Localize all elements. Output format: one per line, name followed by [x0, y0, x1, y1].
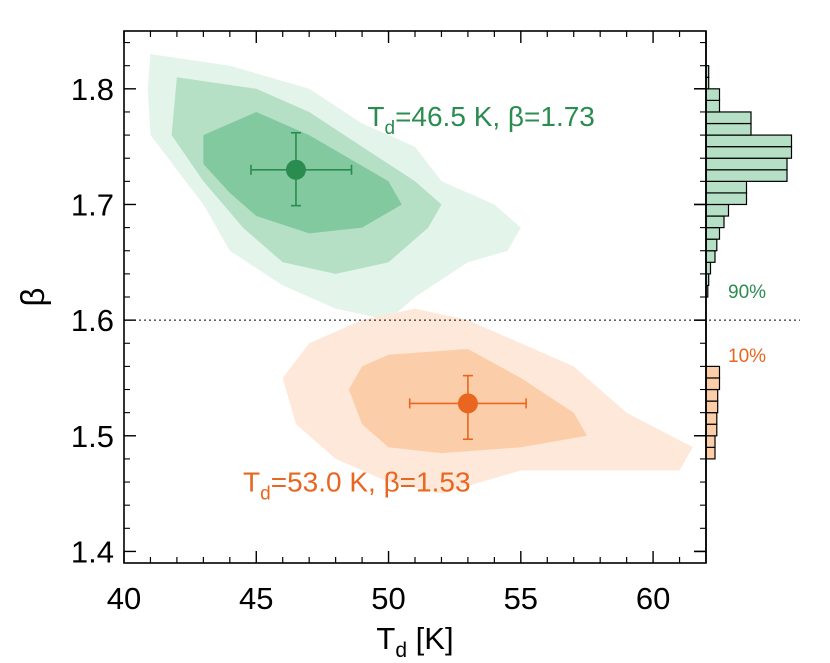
histogram-bar [705, 365, 721, 379]
series-label-1: Td=53.0 K, β=1.53 [243, 466, 471, 504]
marker-series-0 [250, 131, 353, 207]
x-axis-title: Td [K] [376, 621, 453, 662]
histogram-bar [705, 400, 719, 414]
y-tick-label: 1.4 [71, 534, 114, 569]
y-tick-label: 1.6 [71, 303, 114, 338]
x-title-main: T [376, 621, 395, 656]
histogram-bar [705, 203, 730, 217]
y-axis-title: β [14, 288, 51, 307]
histogram-bar [705, 169, 788, 182]
label-subscript: d [384, 118, 395, 139]
histogram-bar [705, 435, 716, 448]
histogram-bar [705, 238, 718, 252]
histogram-bar [705, 157, 788, 171]
histogram-bar [705, 227, 721, 240]
x-tick-label: 45 [239, 581, 273, 616]
histogram-bar [705, 423, 718, 437]
percent-label-0: 90% [728, 282, 766, 303]
data-point [457, 393, 478, 414]
histogram-bar [705, 412, 718, 425]
data-point [285, 159, 306, 180]
histogram-bar [705, 146, 793, 159]
x-tick-label: 40 [107, 581, 141, 616]
histogram-bar [705, 180, 748, 194]
label-main: T [243, 466, 260, 497]
series-label-0: Td=46.5 K, β=1.73 [367, 101, 595, 139]
y-tick-label: 1.8 [71, 72, 114, 107]
histogram-bar [705, 122, 752, 136]
histogram-bar [705, 99, 721, 113]
x-title-rest: [K] [407, 621, 454, 656]
histogram-series-0 [705, 65, 793, 298]
y-tick-label: 1.7 [71, 187, 114, 222]
x-tick-label: 60 [636, 581, 670, 616]
histogram-bar [705, 250, 716, 263]
label-subscript: d [260, 483, 271, 504]
percent-label-1: 10% [728, 346, 766, 367]
x-title-subscript: d [395, 639, 407, 662]
histogram-bar [705, 215, 725, 229]
axes [123, 30, 800, 564]
histogram-bar [705, 111, 752, 125]
histogram-bar [705, 134, 793, 148]
histogram-series-1 [705, 365, 721, 460]
x-tick-label: 55 [504, 581, 538, 616]
x-tick-label: 50 [371, 581, 405, 616]
label-rest: =53.0 K, β=1.53 [271, 466, 471, 497]
histogram-panel [705, 65, 793, 460]
histogram-bar [705, 446, 716, 460]
markers-layer [250, 131, 527, 441]
label-main: T [367, 101, 384, 132]
marker-series-1 [408, 374, 527, 441]
histogram-bar [705, 88, 721, 101]
histogram-bar [705, 192, 748, 206]
label-rest: =46.5 K, β=1.73 [395, 101, 595, 132]
y-tick-label: 1.5 [71, 419, 114, 454]
histogram-bar [705, 388, 719, 402]
histogram-bar [705, 377, 721, 391]
